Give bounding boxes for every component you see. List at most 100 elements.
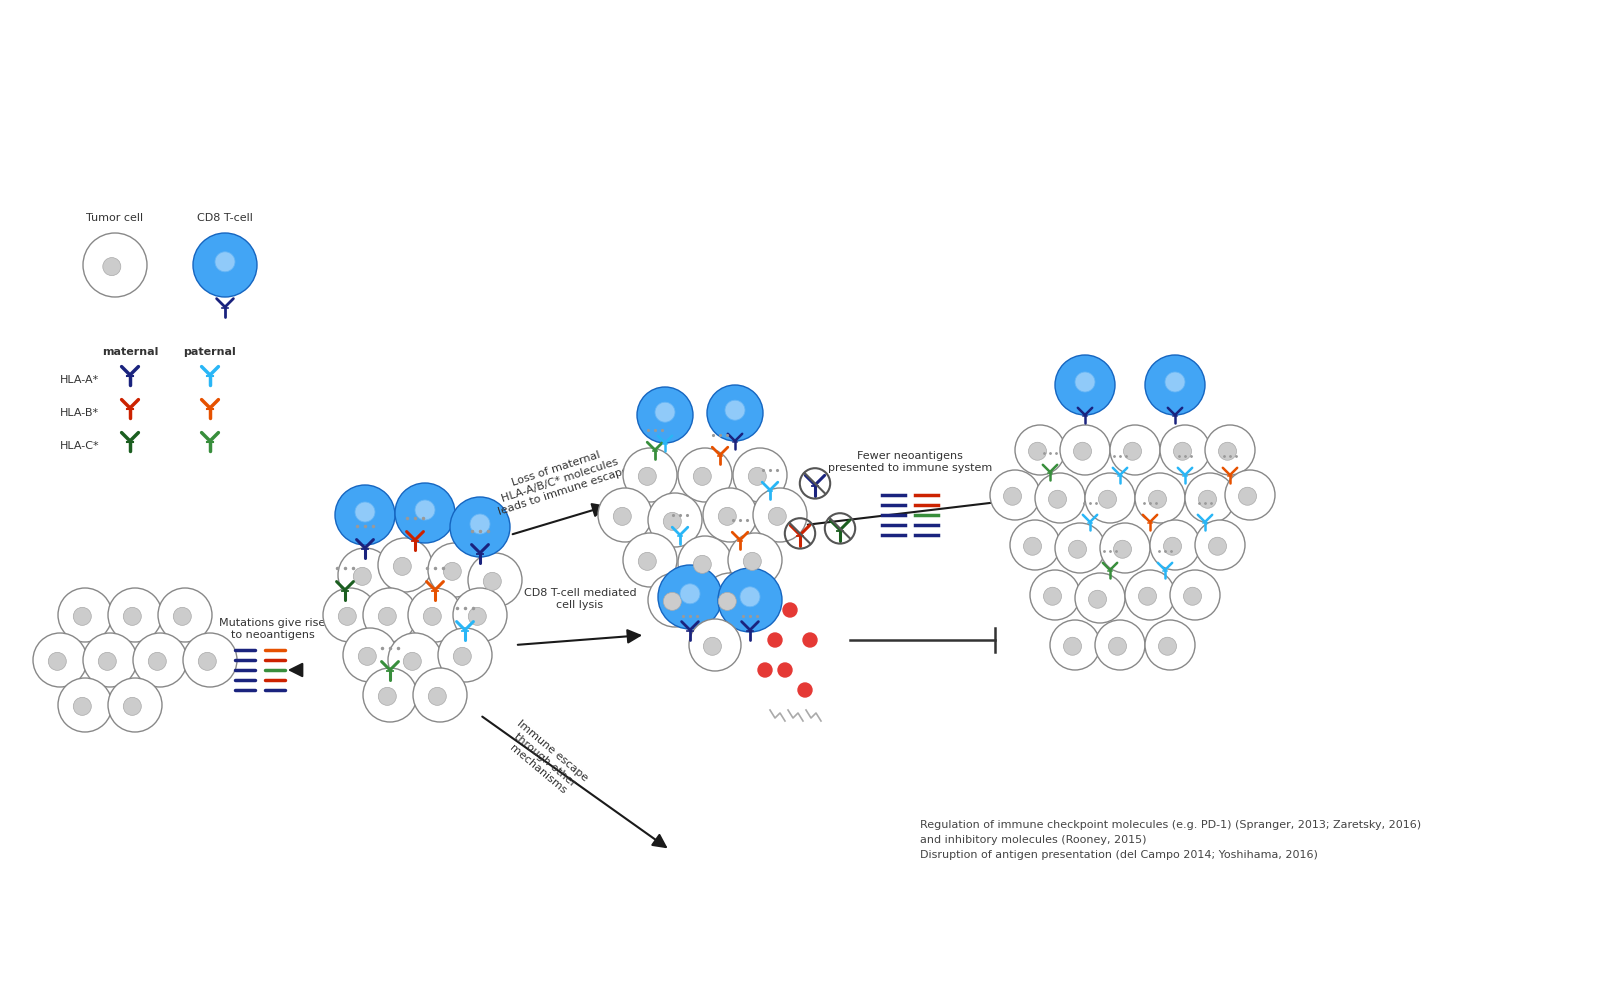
Text: CD8 T-cell mediated
cell lysis: CD8 T-cell mediated cell lysis: [524, 588, 636, 610]
Circle shape: [703, 573, 758, 627]
Circle shape: [726, 400, 745, 420]
Circle shape: [1030, 570, 1080, 620]
Circle shape: [1043, 587, 1062, 605]
Circle shape: [484, 573, 501, 590]
Circle shape: [679, 584, 700, 604]
Circle shape: [1169, 570, 1221, 620]
Circle shape: [335, 485, 396, 545]
Circle shape: [1113, 541, 1131, 558]
Circle shape: [1073, 442, 1091, 460]
Circle shape: [734, 448, 787, 502]
Circle shape: [453, 647, 471, 665]
Circle shape: [748, 467, 766, 485]
Text: Immune escape
through other
mechanisms: Immune escape through other mechanisms: [500, 719, 590, 801]
Circle shape: [378, 607, 396, 625]
Text: Regulation of immune checkpoint molecules (e.g. PD-1) (Spranger, 2013; Zaretsky,: Regulation of immune checkpoint molecule…: [920, 820, 1421, 859]
Circle shape: [740, 587, 759, 607]
Circle shape: [396, 483, 455, 543]
Circle shape: [718, 592, 737, 610]
Text: Tumor cell: Tumor cell: [87, 213, 144, 223]
Circle shape: [647, 493, 702, 547]
Circle shape: [364, 588, 417, 642]
Circle shape: [1056, 523, 1105, 573]
Circle shape: [1184, 587, 1202, 605]
Circle shape: [48, 652, 66, 670]
Circle shape: [1165, 372, 1185, 392]
Circle shape: [173, 607, 191, 625]
Circle shape: [1075, 573, 1125, 623]
Circle shape: [123, 697, 141, 716]
Circle shape: [1099, 490, 1117, 509]
Circle shape: [133, 633, 187, 687]
Text: Fewer neoantigens
presented to immune system: Fewer neoantigens presented to immune sy…: [828, 451, 992, 473]
Circle shape: [338, 548, 392, 602]
Circle shape: [378, 538, 433, 592]
Circle shape: [413, 668, 468, 722]
Circle shape: [769, 508, 787, 526]
Circle shape: [663, 592, 681, 610]
Circle shape: [658, 565, 723, 629]
Circle shape: [758, 663, 772, 677]
Circle shape: [1110, 425, 1160, 475]
Circle shape: [1160, 425, 1210, 475]
Circle shape: [364, 668, 417, 722]
Circle shape: [1125, 570, 1174, 620]
Circle shape: [647, 573, 702, 627]
Circle shape: [103, 257, 120, 275]
Circle shape: [1198, 490, 1216, 509]
Text: CD8 T-cell: CD8 T-cell: [197, 213, 253, 223]
Circle shape: [1149, 490, 1166, 509]
Circle shape: [1208, 538, 1227, 555]
Circle shape: [1048, 490, 1067, 509]
Circle shape: [343, 628, 397, 682]
Circle shape: [453, 588, 506, 642]
Circle shape: [98, 652, 117, 670]
Text: Mutations give rise
to neoantigens: Mutations give rise to neoantigens: [219, 618, 325, 640]
Circle shape: [718, 508, 737, 526]
Circle shape: [468, 607, 487, 625]
Text: HLA-A*: HLA-A*: [59, 375, 99, 385]
Circle shape: [74, 607, 91, 625]
Circle shape: [1028, 442, 1046, 460]
Circle shape: [678, 448, 732, 502]
Circle shape: [192, 233, 256, 297]
Circle shape: [58, 588, 112, 642]
Circle shape: [394, 558, 412, 575]
Circle shape: [598, 488, 652, 542]
Circle shape: [1056, 355, 1115, 415]
Circle shape: [614, 508, 631, 526]
Circle shape: [1185, 473, 1235, 523]
Circle shape: [1049, 620, 1101, 670]
Circle shape: [663, 513, 681, 531]
Circle shape: [1174, 442, 1192, 460]
Circle shape: [1163, 538, 1182, 555]
Circle shape: [694, 556, 711, 573]
Circle shape: [1024, 538, 1041, 555]
Circle shape: [1139, 587, 1157, 605]
Circle shape: [149, 652, 167, 670]
Circle shape: [437, 628, 492, 682]
Circle shape: [1075, 372, 1096, 392]
Circle shape: [694, 467, 711, 485]
Circle shape: [798, 683, 812, 697]
Circle shape: [107, 678, 162, 732]
Circle shape: [706, 385, 763, 441]
Circle shape: [450, 497, 509, 557]
Circle shape: [378, 687, 396, 706]
Circle shape: [409, 588, 461, 642]
Circle shape: [1085, 473, 1134, 523]
Circle shape: [404, 652, 421, 670]
Circle shape: [803, 633, 817, 647]
Circle shape: [727, 533, 782, 587]
Circle shape: [1238, 487, 1256, 506]
Circle shape: [58, 678, 112, 732]
Circle shape: [1016, 425, 1065, 475]
Text: paternal: paternal: [184, 347, 237, 357]
Circle shape: [356, 502, 375, 522]
Circle shape: [215, 252, 235, 271]
Circle shape: [753, 488, 807, 542]
Circle shape: [1064, 637, 1081, 655]
Circle shape: [83, 233, 147, 297]
Circle shape: [359, 647, 376, 665]
Circle shape: [1158, 637, 1176, 655]
